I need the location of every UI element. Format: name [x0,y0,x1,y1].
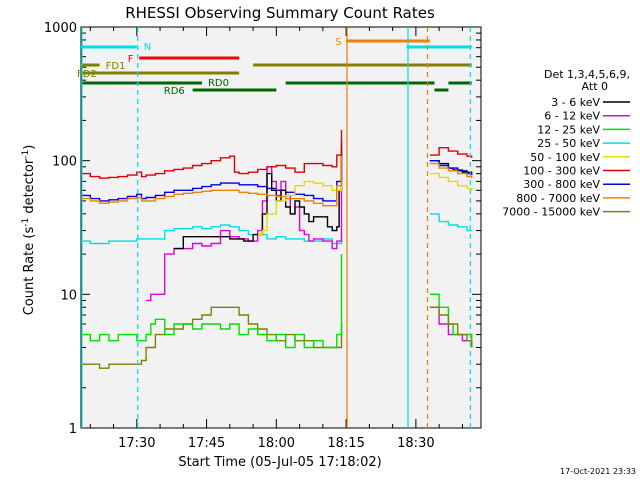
series-line-late-7 [429,162,473,179]
series-line-25-50kev [81,224,343,245]
y-tick-label: 10 [60,288,77,303]
plot-area [80,26,482,429]
x-axis: 17:30 17:45 18:00 18:15 18:30 [89,27,463,451]
legend-label: 300 - 800 keV [523,178,600,191]
timestamp-label: 17-Oct-2021 23:33 [560,467,636,476]
series-line-late-5 [429,147,473,158]
series-line-100-300kev [81,129,343,179]
legend-label: 12 - 25 keV [537,123,600,136]
series-line-800-7000kev [81,155,343,207]
y-axis-label-main: Count Rate (s [22,227,37,316]
series-line-12-25kev [81,254,343,349]
flag-label-fd2: FD2 [77,69,97,80]
legend-label: 50 - 100 keV [530,151,600,164]
series-line-3-6kev [174,141,343,250]
series-line-late-3 [429,213,472,232]
y-axis-label-sup: -1 [21,218,31,227]
data-series-layer [81,129,473,369]
x-tick-label: 17:30 [118,436,155,451]
legend-subtitle: Att 0 [582,80,608,93]
y-tick-label: 100 [52,155,77,170]
chart-title: RHESSI Observing Summary Count Rates [125,4,435,22]
flag-label-f: F [128,54,134,65]
flag-bars: NF S FD1 FD2 RD0 RD6 [77,37,472,97]
y-axis: 1 10 100 1000 [44,21,481,437]
legend-label: 3 - 6 keV [551,96,600,109]
flag-label-fd1: FD1 [106,61,126,72]
series-line-50-100kev [257,180,343,236]
y-tick-label: 1 [69,422,77,437]
legend-title: Det 1,3,4,5,6,9, [544,68,630,81]
legend-label: 800 - 7000 keV [516,192,600,205]
x-tick-label: 17:45 [188,436,225,451]
x-tick-label: 18:15 [327,436,364,451]
attenuator-lines [81,27,471,428]
series-line-late-8 [429,306,473,348]
series-line-300-800kev [81,150,343,202]
series-line-late-4 [429,172,473,191]
y-tick-label: 1000 [44,21,77,36]
flag-label-n: N [144,42,151,53]
legend-label: 25 - 50 keV [537,137,600,150]
y-axis-label-end: detector [22,158,37,218]
x-tick-label: 18:30 [397,436,434,451]
y-axis-label-sup2: -1 [21,150,31,159]
y-axis-label: Count Rate (s-1 detector-1) [21,145,37,316]
x-axis-label: Start Time (05-Jul-05 17:18:02) [178,455,381,470]
plot-frame [80,26,482,429]
legend-label: 100 - 300 keV [523,165,600,178]
flag-label-rd6: RD6 [164,86,185,97]
y-axis-label-close: ) [22,145,37,150]
legend-label: 6 - 12 keV [544,110,600,123]
x-tick-label: 18:00 [258,436,295,451]
legend-label: 7000 - 15000 keV [502,206,600,219]
flag-label-s: S [335,37,341,48]
flag-label-rd0: RD0 [208,78,229,89]
